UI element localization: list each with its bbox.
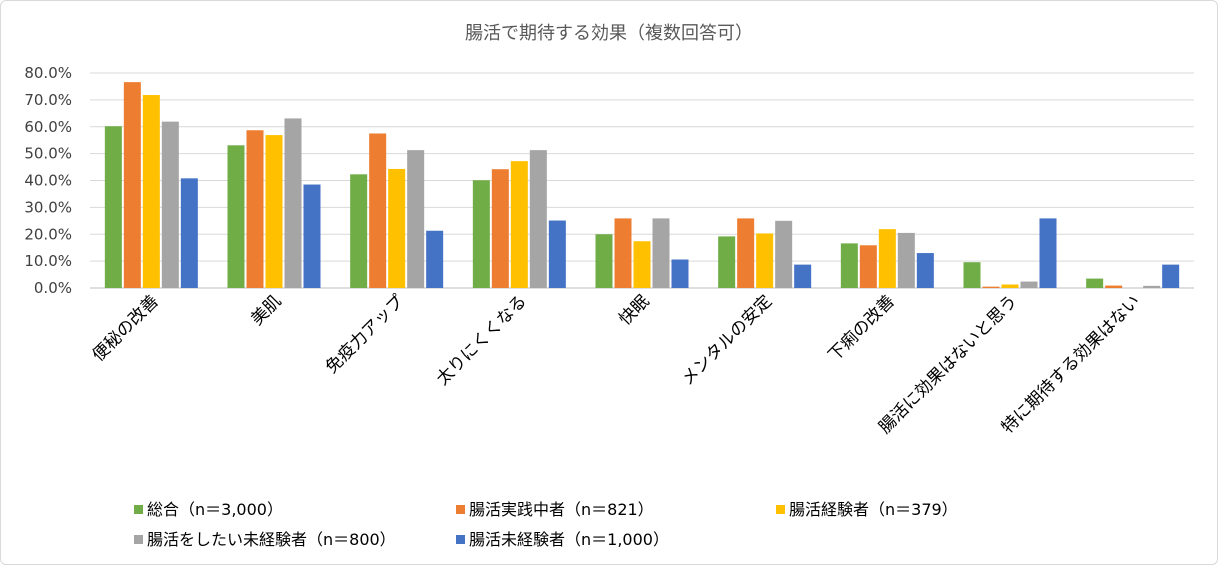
bar [388,168,406,288]
bar [775,220,793,288]
legend-label: 腸活未経験者（n＝1,000） [469,530,669,549]
bar [548,220,566,288]
bar [161,121,179,288]
bar [284,118,302,288]
bar [897,232,915,288]
bar [491,169,509,288]
bar [595,234,613,288]
bar [426,230,444,288]
y-tick-label: 10.0% [24,252,72,270]
bar [265,135,283,288]
bar [982,286,1000,288]
bar [718,236,736,288]
bar [246,130,264,288]
legend-label: 腸活をしたい未経験者（n＝800） [147,530,396,549]
x-category-label: 腸活に効果はないと思う [875,291,1021,437]
y-tick-label: 20.0% [24,225,72,243]
bar [840,243,858,288]
bar [123,82,141,288]
legend-swatch [456,505,465,514]
x-category-label: メンタルの安定 [678,291,776,389]
legend-label: 腸活経験者（n＝379） [789,500,958,519]
bar [142,95,160,288]
bar [756,233,774,288]
y-tick-label: 80.0% [24,64,72,82]
y-tick-label: 50.0% [24,145,72,163]
x-category-label: 下痢の改善 [825,291,899,365]
bar [916,253,934,288]
bar [794,264,812,288]
bar [407,150,425,288]
bar [529,150,547,288]
legend-swatch [776,505,785,514]
bar [1020,281,1038,288]
x-category-label: 美肌 [247,291,285,329]
bar [1105,285,1123,288]
legend-swatch [134,535,143,544]
x-axis-labels: 便秘の改善 美肌 免疫力アップ 太りにくくなる 快眠 メンタルの安定 下痢の改善腸活に効果は… [89,291,1145,437]
bar [652,218,670,288]
bar [963,262,981,288]
bar [1001,284,1019,288]
bar [671,259,689,288]
bar [1162,264,1180,288]
bar [472,180,490,288]
x-category-label: 快眠 [615,291,653,329]
bar [369,133,387,288]
legend: 総合（n＝3,000） 腸活実践中者（n＝821） 腸活経験者（n＝379） 腸活をし… [134,500,958,549]
bar [614,218,632,288]
bar [1039,218,1057,288]
bar [878,229,896,288]
x-category-label: 免疫力アップ [322,291,408,377]
x-category-label: 太りにくくなる [433,291,531,389]
y-tick-label: 60.0% [24,118,72,136]
bar [737,218,755,288]
x-category-label: 便秘の改善 [89,291,163,365]
bar [104,126,122,289]
bar [180,178,198,288]
y-tick-label: 40.0% [24,172,72,190]
legend-label: 腸活実践中者（n＝821） [469,500,654,519]
legend-label: 総合（n＝3,000） [147,500,283,519]
bar [350,174,368,288]
bar [1086,278,1104,288]
bar [859,245,877,288]
legend-swatch [456,535,465,544]
chart-title: 腸活で期待する効果（複数回答可） [465,23,753,44]
bar [510,161,528,288]
bar [303,184,321,288]
bar [633,241,651,288]
legend-swatch [134,505,143,514]
x-category-label: 特に期待する効果はない [998,291,1144,437]
bar [1143,285,1161,288]
bars [104,82,1180,289]
y-tick-label: 70.0% [24,91,72,109]
y-axis-ticks: 0.0% 10.0% 20.0% 30.0% 40.0% 50.0% 60.0% 70.0% 8… [24,64,72,297]
y-tick-label: 30.0% [24,198,72,216]
y-tick-label: 0.0% [34,279,72,297]
bar [227,145,245,288]
